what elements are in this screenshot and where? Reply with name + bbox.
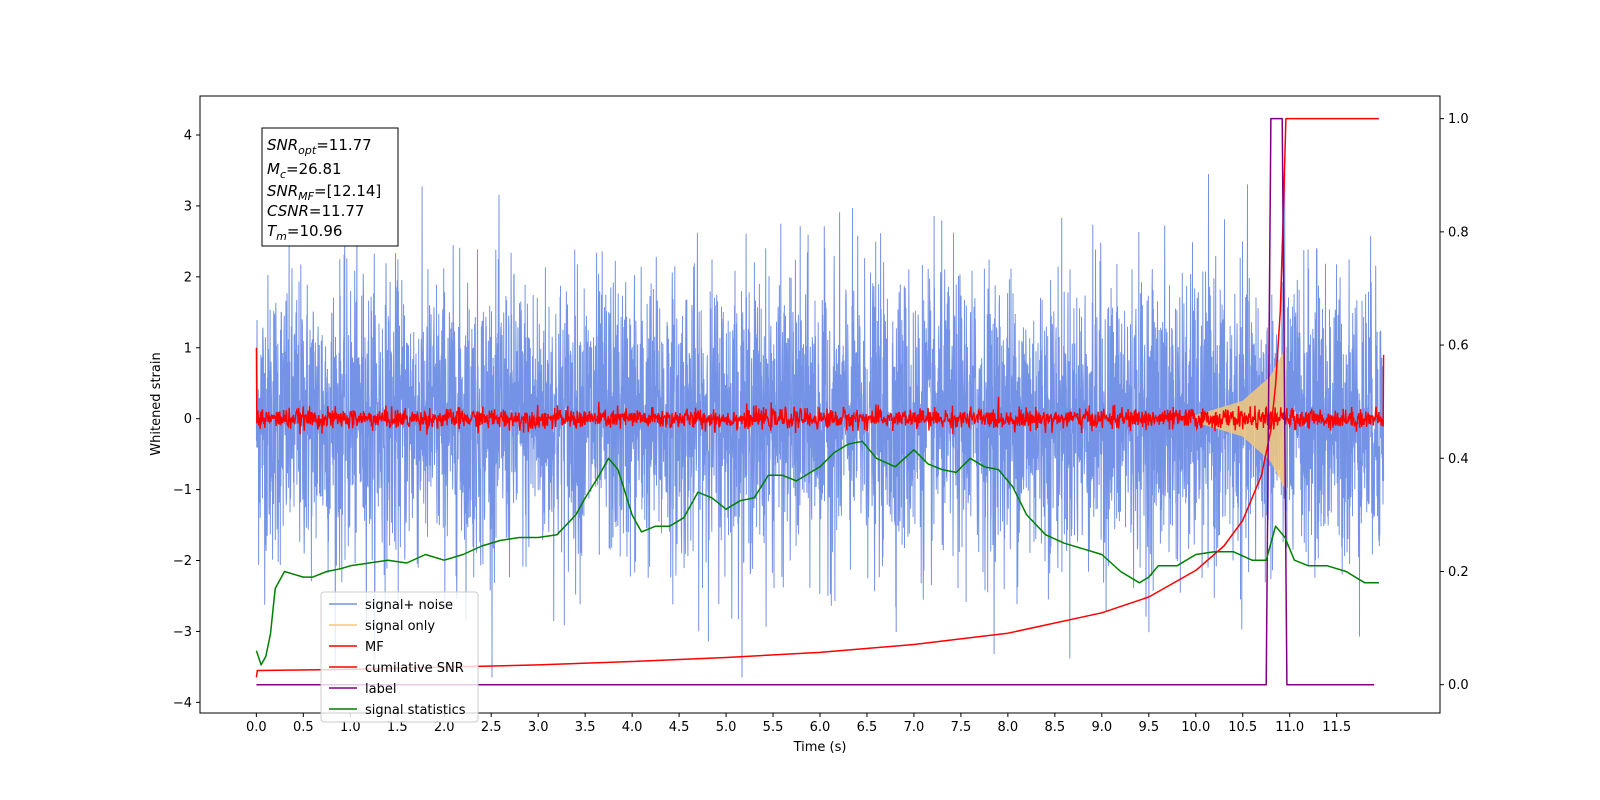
x-tick-label: 9.5: [1138, 720, 1159, 735]
y2-tick-label: 0.8: [1448, 225, 1469, 240]
y2-tick-label: 0.6: [1448, 339, 1469, 354]
series-layer: [255, 117, 1385, 686]
legend-label-label: label: [365, 682, 396, 697]
annotation-frame: [261, 127, 399, 247]
x-axis-label: Time (s): [793, 740, 847, 755]
annotation-box: SNRopt=11.77 Mc=26.81 SNRMF=[12.14] CSNR…: [261, 127, 399, 247]
x-tick-label: 5.0: [716, 720, 737, 735]
x-tick-label: 7.0: [904, 720, 925, 735]
legend-label-signal-statistics: signal statistics: [365, 703, 466, 718]
x-tick-label: 2.0: [434, 720, 455, 735]
y-tick-label: −2: [173, 554, 192, 569]
legend-label-signal-only: signal only: [365, 619, 435, 634]
y-tick-label: 0: [184, 412, 192, 427]
x-tick-label: 4.5: [669, 720, 690, 735]
annotation-tm: Tm=10.96: [267, 222, 342, 243]
y-tick-label: −4: [173, 696, 192, 711]
x-tick-label: 3.5: [575, 720, 596, 735]
legend-label-signal-noise: signal+ noise: [365, 598, 453, 613]
x-tick-label: 8.5: [1045, 720, 1066, 735]
y2-tick-label: 0.2: [1448, 565, 1469, 580]
y-tick-label: 4: [184, 129, 192, 144]
series-cumulative-snr: [255, 117, 1379, 678]
y-tick-label: 2: [184, 270, 192, 285]
y-tick-label: 3: [184, 199, 192, 214]
series-signal-statistics: [255, 440, 1379, 666]
x-tick-label: 1.0: [340, 720, 361, 735]
series-signal-only: [1195, 347, 1287, 490]
y2-tick-label: 0.4: [1448, 452, 1469, 467]
axes-layer: 0.0 0.5 1.0 1.5 2.0 2.5 3.0 3.5 4.0 4.5 5.0 5.5 6.0 6…: [173, 112, 1469, 735]
y-tick-label: −3: [173, 625, 192, 640]
legend: signal+ noise signal only MF cumilative …: [320, 591, 479, 723]
legend-label-cumulative-snr: cumilative SNR: [365, 661, 464, 676]
x-tick-label: 4.0: [622, 720, 643, 735]
legend-label-mf: MF: [365, 640, 384, 655]
y2-tick-label: 1.0: [1448, 112, 1469, 127]
x-tick-label: 9.0: [1091, 720, 1112, 735]
x-tick-label: 0.5: [293, 720, 314, 735]
series-mf: [255, 347, 1385, 435]
annotation-snr-opt: SNRopt=11.77: [267, 136, 372, 157]
x-tick-label: 1.5: [387, 720, 408, 735]
y-tick-label: −1: [173, 483, 192, 498]
x-tick-label: 8.0: [998, 720, 1019, 735]
annotation-csnr: CSNR=11.77: [267, 202, 364, 220]
x-tick-label: 7.5: [951, 720, 972, 735]
x-tick-label: 0.0: [246, 720, 267, 735]
x-tick-label: 2.5: [481, 720, 502, 735]
x-tick-label: 5.5: [763, 720, 784, 735]
legend-frame: [320, 591, 479, 723]
x-tick-label: 11.5: [1322, 720, 1351, 735]
y2-tick-label: 0.0: [1448, 678, 1469, 693]
x-tick-label: 11.0: [1275, 720, 1304, 735]
series-label: [256, 117, 1375, 686]
x-tick-label: 3.0: [528, 720, 549, 735]
x-tick-label: 10.5: [1228, 720, 1257, 735]
y-axis-label: Whitened strain: [149, 352, 164, 455]
annotation-mc: Mc=26.81: [267, 160, 342, 181]
x-tick-label: 6.0: [810, 720, 831, 735]
x-tick-label: 10.0: [1181, 720, 1210, 735]
annotation-snr-mf: SNRMF=[12.14]: [267, 182, 381, 203]
x-tick-label: 6.5: [857, 720, 878, 735]
y-tick-label: 1: [184, 341, 192, 356]
